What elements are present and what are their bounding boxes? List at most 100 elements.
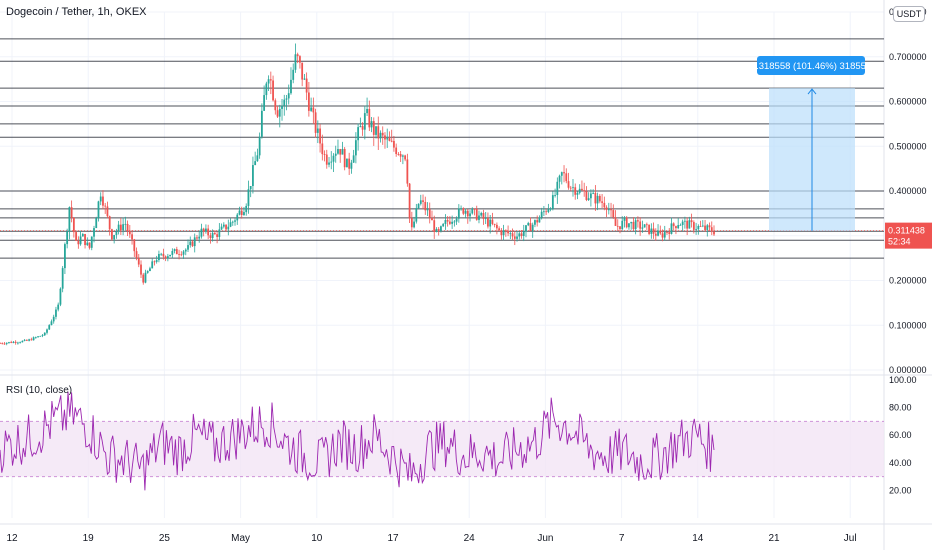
candle-body xyxy=(522,231,525,236)
candle-body xyxy=(422,200,424,202)
candle xyxy=(686,217,689,236)
candle xyxy=(350,159,353,174)
candle-body xyxy=(457,208,460,219)
candle xyxy=(442,222,445,228)
candle-body xyxy=(603,202,606,208)
candle-body xyxy=(692,222,695,230)
currency-button[interactable]: USDT xyxy=(893,6,925,22)
candle xyxy=(285,95,288,111)
interval-label[interactable]: 1h xyxy=(97,6,110,18)
candle xyxy=(551,191,554,211)
candle xyxy=(565,168,568,184)
candle-body xyxy=(111,229,113,240)
candle xyxy=(587,192,590,201)
date-tick-label: 24 xyxy=(464,533,476,544)
candle-body xyxy=(695,229,697,230)
candle-body xyxy=(410,218,413,228)
candle xyxy=(28,338,30,342)
candle xyxy=(93,225,95,243)
candle xyxy=(419,194,422,206)
candle xyxy=(146,270,149,274)
candle xyxy=(330,151,333,170)
candle xyxy=(679,223,682,226)
candle xyxy=(372,117,375,146)
candle xyxy=(166,253,169,262)
last-price-tag[interactable] xyxy=(885,222,932,249)
candle xyxy=(666,231,668,236)
candle xyxy=(236,212,239,225)
candle-body xyxy=(556,181,559,196)
symbol-name[interactable]: Dogecoin / Tether xyxy=(6,6,92,18)
candle xyxy=(491,212,494,226)
rsi-indicator-title[interactable]: RSI (10, close) xyxy=(6,385,73,396)
candle xyxy=(131,230,133,245)
candle xyxy=(77,236,80,249)
candle-body xyxy=(341,148,344,155)
candle-body xyxy=(397,154,400,155)
candle xyxy=(202,227,205,237)
candle xyxy=(135,247,138,261)
candle-body xyxy=(525,225,527,232)
candle xyxy=(545,209,548,215)
last-price-label: 0.311438 xyxy=(888,226,925,236)
candle-body xyxy=(542,211,545,213)
candle-body xyxy=(690,220,693,223)
candle xyxy=(395,143,398,157)
candle-body xyxy=(630,221,633,224)
candle-body xyxy=(558,175,561,182)
candle-body xyxy=(569,187,572,189)
candle xyxy=(198,230,201,243)
candle-body xyxy=(534,220,536,225)
candle-body xyxy=(99,196,102,202)
candle-body xyxy=(97,201,100,219)
candle-body xyxy=(516,236,518,239)
candle-body xyxy=(178,254,180,255)
candle xyxy=(701,220,704,228)
candle xyxy=(299,55,301,69)
candle-body xyxy=(307,92,310,111)
candle-body xyxy=(193,237,196,247)
candle-body xyxy=(240,210,243,216)
date-tick-label: 21 xyxy=(768,533,780,544)
candle xyxy=(469,210,471,222)
candle xyxy=(95,216,98,229)
candle xyxy=(621,216,624,231)
candle xyxy=(690,213,693,228)
candle xyxy=(272,75,274,102)
candle-body xyxy=(471,208,474,214)
candle xyxy=(111,228,113,241)
candle-body xyxy=(480,212,483,216)
candle xyxy=(509,232,512,240)
candle xyxy=(99,192,102,206)
candle xyxy=(520,230,523,239)
candle-body xyxy=(48,325,51,330)
candle xyxy=(457,204,460,223)
candle-body xyxy=(686,220,689,229)
candle xyxy=(339,148,342,163)
candle xyxy=(484,211,487,225)
candle-body xyxy=(677,225,680,229)
candle-body xyxy=(672,223,675,227)
candle-body xyxy=(675,226,677,229)
candle xyxy=(511,228,514,241)
price-range-measure[interactable]: 0.318558 (101.46%) 318558 xyxy=(751,56,871,231)
candle xyxy=(601,193,603,208)
candle xyxy=(603,196,606,211)
candle xyxy=(238,206,241,216)
candle xyxy=(153,260,156,266)
candle-body xyxy=(648,224,650,234)
candle-body xyxy=(292,69,295,80)
candle xyxy=(522,224,525,242)
candle xyxy=(55,306,57,320)
candle xyxy=(254,151,257,166)
candle-body xyxy=(209,235,212,239)
candle-body xyxy=(205,228,207,232)
candle-body xyxy=(551,195,554,209)
candle-body xyxy=(328,162,330,165)
candle-body xyxy=(14,341,17,343)
price-tick-label: 0.700000 xyxy=(889,52,927,62)
candle-body xyxy=(681,221,684,225)
candle xyxy=(648,224,650,236)
candle-body xyxy=(545,211,548,213)
